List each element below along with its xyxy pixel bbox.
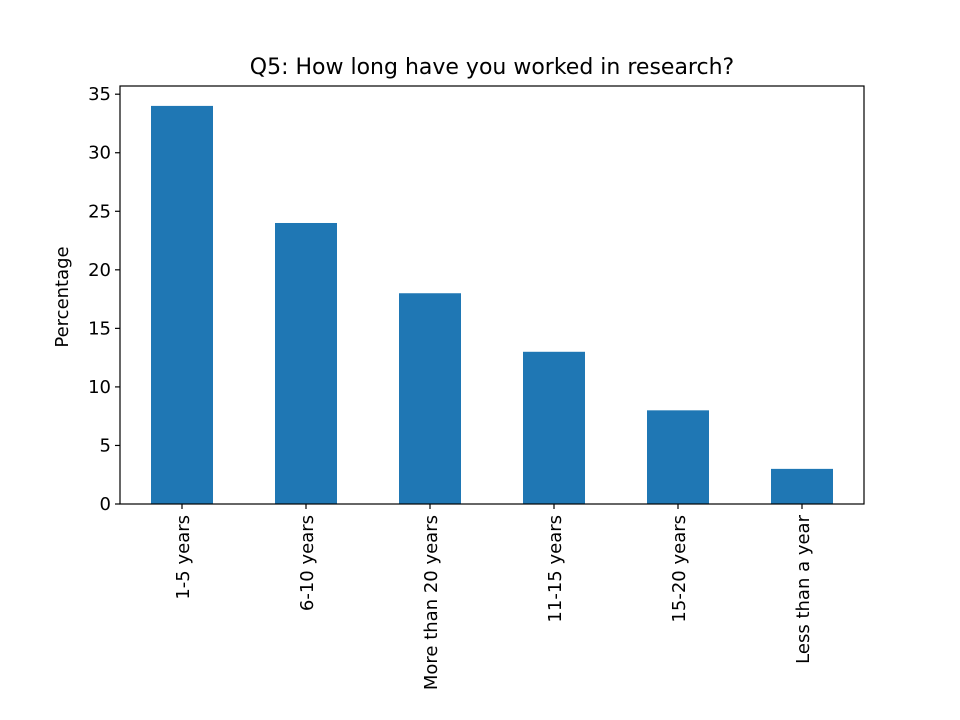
y-tick-label: 25 <box>88 201 111 222</box>
y-tick-label: 30 <box>88 143 111 164</box>
x-tick-label: 15-20 years <box>669 515 690 623</box>
x-tick-label: 6-10 years <box>297 515 318 611</box>
y-tick-label: 5 <box>100 435 111 456</box>
bar <box>647 410 709 504</box>
bar <box>399 293 461 504</box>
bar <box>771 468 833 504</box>
y-axis-label: Percentage <box>52 246 73 347</box>
y-tick-label: 10 <box>88 377 111 398</box>
y-tick-label: 15 <box>88 318 111 339</box>
bar <box>151 105 213 505</box>
x-tick-label: Less than a year <box>793 514 814 663</box>
chart-title: Q5: How long have you worked in research… <box>250 55 734 80</box>
y-tick-label: 0 <box>100 494 111 515</box>
x-tick-label: 1-5 years <box>173 515 194 600</box>
bar <box>523 351 585 504</box>
x-tick-label: More than 20 years <box>421 515 442 690</box>
y-tick-label: 20 <box>88 260 111 281</box>
bar <box>275 222 337 505</box>
y-tick-label: 35 <box>88 84 111 105</box>
plot-area: 0 5 10 15 20 25 30 35 1-5 years 6-10 years More th… <box>88 84 865 690</box>
plot-frame <box>119 85 865 505</box>
x-tick-label: 11-15 years <box>545 515 566 623</box>
